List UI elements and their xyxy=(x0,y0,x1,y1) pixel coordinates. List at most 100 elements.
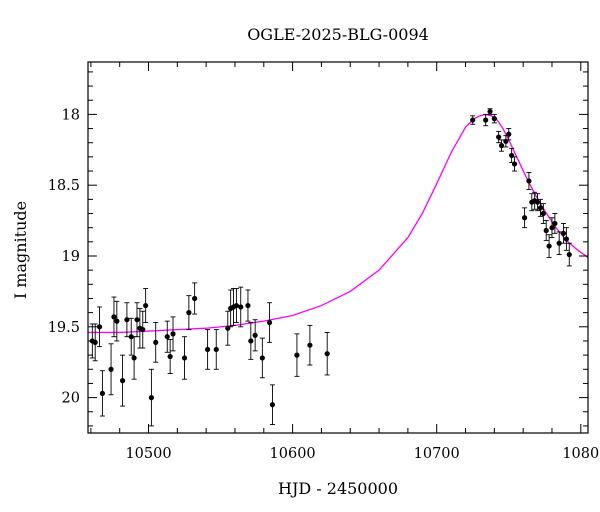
data-point xyxy=(213,329,219,370)
data-point xyxy=(233,288,240,323)
data-marker xyxy=(534,199,541,205)
y-tick-label: 18 xyxy=(62,107,80,123)
data-marker xyxy=(324,351,330,357)
data-point xyxy=(192,282,198,315)
data-marker xyxy=(563,236,569,242)
data-point xyxy=(99,370,106,417)
data-point xyxy=(537,198,544,217)
data-marker xyxy=(143,302,149,309)
axes: 10500 10600 10700 1080 18 18.5 19 19.5 20 xyxy=(48,62,599,462)
x-tick-label: 10600 xyxy=(270,446,316,462)
data-point xyxy=(96,306,103,348)
plot-area xyxy=(88,108,588,427)
chart-title: OGLE-2025-BLG-0094 xyxy=(247,25,429,44)
y-tick-label: 19 xyxy=(62,249,80,265)
data-marker xyxy=(233,302,240,309)
data-marker xyxy=(566,251,572,258)
data-point xyxy=(119,354,126,407)
y-tick-label: 20 xyxy=(62,391,80,407)
data-marker xyxy=(119,378,126,384)
data-marker xyxy=(294,352,300,358)
x-tick-label: 1080 xyxy=(562,446,599,462)
data-point xyxy=(556,231,562,256)
data-marker xyxy=(140,327,146,333)
data-marker xyxy=(552,220,558,227)
data-point xyxy=(487,108,493,115)
data-point xyxy=(521,207,528,229)
data-point xyxy=(128,317,134,356)
data-point xyxy=(164,320,170,353)
data-marker xyxy=(148,394,155,401)
data-point xyxy=(491,113,497,124)
data-point xyxy=(252,319,258,352)
data-marker xyxy=(560,230,567,236)
data-marker xyxy=(186,310,192,316)
data-marker xyxy=(549,225,555,231)
data-marker xyxy=(204,346,211,353)
data-point xyxy=(170,316,176,352)
data-point xyxy=(496,130,502,144)
data-marker xyxy=(238,304,244,310)
data-marker xyxy=(521,215,528,221)
data-marker xyxy=(487,108,493,115)
data-point xyxy=(511,156,518,172)
data-marker xyxy=(111,314,117,320)
data-marker xyxy=(496,134,502,140)
data-point xyxy=(529,193,535,212)
data-point xyxy=(111,296,117,338)
data-point xyxy=(294,333,300,377)
data-point xyxy=(167,339,173,374)
data-point xyxy=(549,217,555,239)
data-point xyxy=(498,139,505,152)
y-tick-label: 19.5 xyxy=(48,320,80,336)
data-point xyxy=(534,193,541,212)
data-point xyxy=(563,227,569,251)
data-point xyxy=(143,288,149,323)
x-tick-label: 10700 xyxy=(414,446,460,462)
data-marker xyxy=(252,332,258,338)
data-point xyxy=(131,336,137,380)
data-marker xyxy=(128,334,134,340)
data-marker xyxy=(537,205,544,211)
data-marker xyxy=(266,319,273,326)
data-point xyxy=(470,115,476,125)
data-marker xyxy=(114,318,120,324)
data-point xyxy=(506,128,512,141)
data-point xyxy=(543,220,549,241)
data-point xyxy=(552,213,558,234)
data-marker xyxy=(498,142,505,149)
data-point xyxy=(526,172,532,190)
data-marker xyxy=(307,342,313,348)
data-point xyxy=(148,368,155,427)
data-point xyxy=(108,343,114,396)
data-point xyxy=(259,337,265,379)
data-point xyxy=(269,384,276,425)
data-point xyxy=(324,332,330,376)
data-point xyxy=(204,329,211,370)
data-marker xyxy=(153,339,159,345)
data-point xyxy=(238,286,244,328)
data-marker xyxy=(124,317,130,323)
data-point xyxy=(540,203,546,224)
data-marker xyxy=(470,117,476,123)
data-point xyxy=(186,295,192,331)
data-marker xyxy=(134,317,140,323)
data-point xyxy=(114,300,120,342)
data-point xyxy=(124,302,130,338)
data-marker xyxy=(131,355,137,361)
x-axis-label: HJD - 2450000 xyxy=(278,479,398,498)
plot-clip-group xyxy=(88,108,588,427)
data-marker xyxy=(248,338,254,344)
model-curve xyxy=(88,113,588,334)
data-point xyxy=(245,289,251,322)
data-point xyxy=(225,310,231,346)
data-marker xyxy=(506,131,512,137)
data-point xyxy=(140,310,146,349)
data-marker xyxy=(511,161,518,167)
data-marker xyxy=(167,353,173,360)
data-marker xyxy=(269,402,276,408)
data-marker xyxy=(170,331,176,337)
data-point xyxy=(137,307,143,349)
data-marker xyxy=(164,334,170,340)
data-marker xyxy=(543,227,549,234)
